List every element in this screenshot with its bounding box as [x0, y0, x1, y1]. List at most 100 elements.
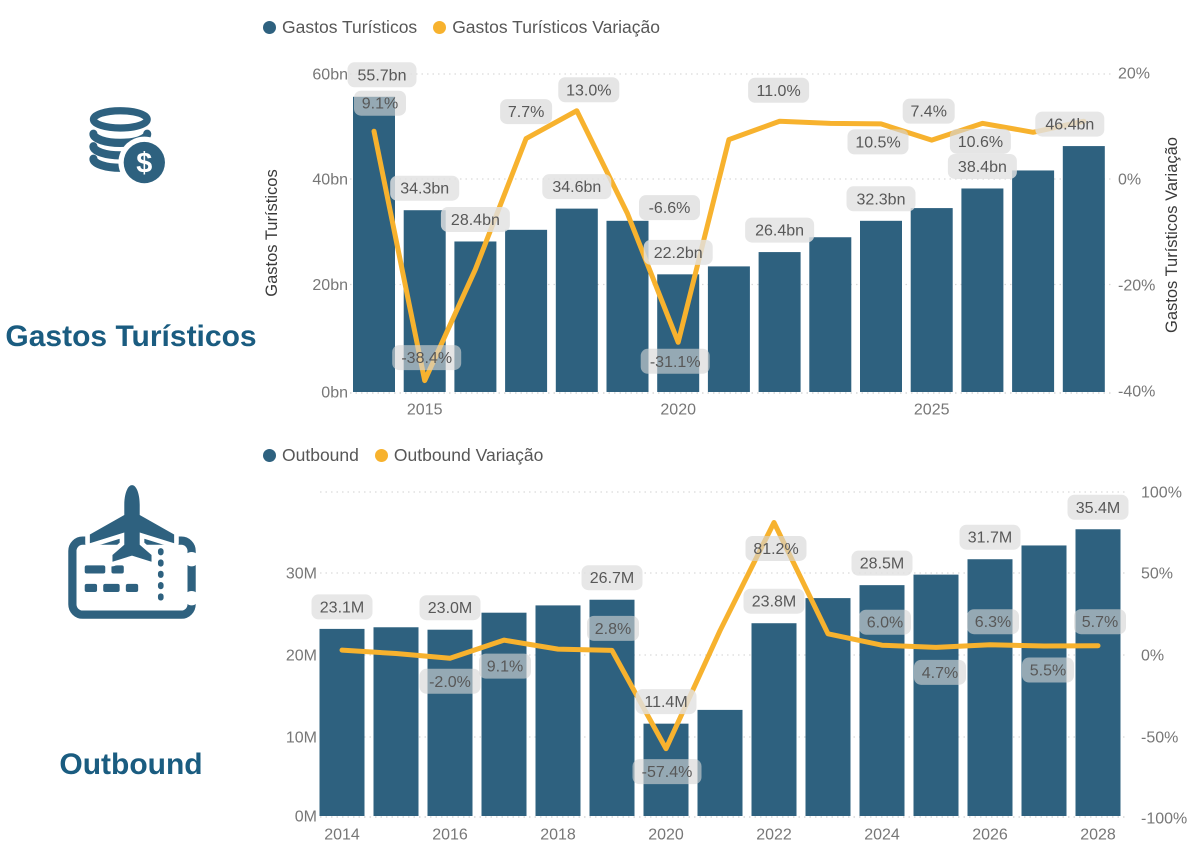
variation-label-bg	[914, 659, 966, 685]
variation-label-2014: 9.1%	[362, 96, 398, 113]
y-right-tick-100%: 100%	[1141, 485, 1182, 502]
section-title-outbound: Outbound	[59, 748, 203, 781]
value-label-2026: 31.7M	[968, 530, 1012, 547]
bar-2014[interactable]	[319, 628, 365, 816]
bar-2026[interactable]	[961, 188, 1004, 392]
variation-label-2019: 2.8%	[595, 621, 631, 638]
value-label-bg	[643, 239, 713, 265]
variation-label-2026: 10.6%	[958, 134, 1003, 151]
bar-2025[interactable]	[913, 574, 959, 816]
ticket-notch	[184, 551, 199, 567]
variation-label-bg	[354, 90, 406, 116]
y-right-tick-50%: 50%	[1141, 566, 1173, 583]
bar-2028[interactable]	[1075, 529, 1121, 816]
legend-dot-line-icon	[374, 449, 388, 462]
value-label-bg	[1067, 494, 1129, 520]
dollar-sign: $	[136, 148, 152, 180]
bar-2015[interactable]	[373, 627, 419, 816]
y-right-tick--100%: -100%	[1141, 811, 1187, 828]
legend-item-gastos-turisticos[interactable]: Gastos Turísticos	[263, 17, 417, 38]
gastos-turisticos-chart: 60bn 40bn 20bn 0bn 20% 0% -20% -40% 2015 2020 2025…	[263, 62, 1181, 419]
x-tick-2014: 2014	[324, 827, 360, 844]
bar-2022[interactable]	[751, 623, 797, 816]
value-label-2020: 22.2bn	[654, 245, 703, 262]
value-label-2018: 34.6bn	[552, 179, 601, 196]
coins-dollar-icon: $	[80, 104, 176, 205]
legend-item-outbound-variacao[interactable]: Outbound Variação	[374, 445, 543, 466]
ticket-dash	[84, 565, 106, 574]
plane-icon	[89, 485, 175, 562]
value-label-2019: 26.7M	[590, 570, 634, 587]
variation-label-bg	[419, 668, 481, 694]
variation-label-2022: 11.0%	[757, 83, 801, 100]
bar-2021[interactable]	[707, 266, 750, 392]
variation-label-2020: -31.1%	[650, 354, 701, 371]
value-label-bg	[959, 524, 1021, 550]
x-tick-2026: 2026	[972, 827, 1008, 844]
value-label-2016: 23.0M	[428, 600, 472, 617]
dollar-badge	[123, 141, 165, 184]
bar-2023[interactable]	[809, 237, 852, 392]
value-label-bg	[851, 550, 913, 576]
bar-2025[interactable]	[910, 208, 953, 392]
y-right-tick--50%: -50%	[1141, 730, 1178, 747]
y-left-tick-40bn: 40bn	[312, 172, 348, 189]
x-tick-2024: 2024	[864, 827, 900, 844]
bar-2027[interactable]	[1012, 170, 1055, 392]
value-label-2014: 55.7bn	[358, 67, 407, 84]
legend-outbound-chart: Outbound Outbound Variação	[263, 445, 543, 466]
value-label-bg	[947, 153, 1017, 179]
legend-gastos-chart: Gastos Turísticos Gastos Turísticos Vari…	[263, 17, 660, 38]
value-label-2028: 35.4M	[1076, 500, 1120, 517]
bar-2026[interactable]	[967, 559, 1013, 816]
variation-label-bg	[500, 99, 553, 125]
variation-label-2028: 5.7%	[1082, 614, 1118, 631]
y-left-axis-title: Gastos Turísticos	[263, 169, 281, 296]
x-tick-2025: 2025	[914, 402, 950, 419]
legend-label: Gastos Turísticos	[282, 17, 418, 37]
variation-label-bg	[639, 195, 700, 221]
y-right-tick--20%: -20%	[1118, 278, 1155, 295]
value-label-2022: 23.8M	[752, 594, 796, 611]
bar-2014[interactable]	[353, 96, 395, 392]
variation-label-bg	[640, 348, 710, 374]
legend-item-outbound[interactable]: Outbound	[263, 445, 359, 466]
x-tick-2015: 2015	[407, 402, 443, 419]
bar-2022[interactable]	[758, 252, 801, 392]
y-left-tick-20bn: 20bn	[312, 277, 348, 294]
value-label-bg	[635, 689, 697, 715]
variation-label-bg	[632, 759, 702, 785]
variation-label-bg	[1074, 609, 1126, 635]
value-label-bg	[419, 595, 481, 621]
variation-label-2015: -38.4%	[401, 350, 452, 367]
legend-dot-line-icon	[433, 21, 447, 34]
x-tick-2016: 2016	[432, 827, 468, 844]
x-tick-2022: 2022	[756, 827, 792, 844]
bar-2024[interactable]	[860, 220, 902, 392]
variation-label-bg	[745, 535, 807, 561]
value-label-2026: 38.4bn	[958, 159, 1007, 176]
variation-label-bg	[859, 609, 911, 635]
value-label-2028: 46.4bn	[1045, 117, 1094, 134]
bar-2028[interactable]	[1062, 146, 1105, 392]
variation-label-2024: 6.0%	[867, 615, 903, 632]
y-left-tick-0M: 0M	[295, 809, 317, 826]
variation-label-bg	[1022, 657, 1074, 683]
variation-label-2022: 81.2%	[753, 541, 798, 558]
variation-label-bg	[392, 345, 462, 371]
legend-item-gastos-turisticos-variacao[interactable]: Gastos Turísticos Variação	[433, 17, 660, 38]
bar-2021[interactable]	[697, 709, 743, 816]
variation-label-bg	[479, 653, 531, 679]
variation-label-2019: -6.6%	[649, 200, 691, 217]
variation-label-2018: 13.0%	[566, 82, 611, 99]
variation-line[interactable]	[339, 519, 1101, 752]
bar-2018[interactable]	[535, 605, 581, 816]
bar-2018[interactable]	[555, 208, 598, 392]
y-right-axis-title: Gastos Turísticos Variação	[1163, 137, 1181, 333]
bar-2017[interactable]	[505, 229, 548, 392]
value-label-bg	[347, 62, 417, 88]
variation-label-bg	[587, 615, 639, 641]
variation-label-2027: 5.5%	[1030, 663, 1066, 680]
x-tick-2020: 2020	[660, 402, 696, 419]
